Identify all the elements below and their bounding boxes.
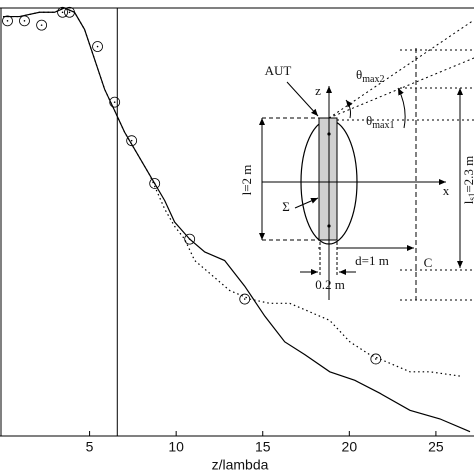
ls-rest: =2.3 m bbox=[461, 156, 474, 193]
data-point-center bbox=[68, 11, 71, 14]
inset-points bbox=[327, 132, 331, 228]
data-point-center bbox=[113, 101, 116, 103]
data-point bbox=[36, 19, 48, 31]
data-point-center bbox=[6, 20, 9, 22]
theta1-label: θmax1 bbox=[366, 113, 394, 131]
ls-sub: s1 bbox=[467, 193, 474, 201]
x-tick-label: 5 bbox=[86, 439, 94, 455]
theta2-label: θmax2 bbox=[356, 67, 384, 85]
z-label: z bbox=[315, 83, 321, 98]
sigma-label: Σ bbox=[282, 199, 290, 214]
theta2-sub: max2 bbox=[362, 74, 384, 85]
x-tick-label: 10 bbox=[168, 439, 184, 455]
l-label: l=2 m bbox=[239, 165, 254, 196]
x-label: x bbox=[443, 183, 450, 198]
data-point bbox=[2, 15, 13, 27]
data-point bbox=[239, 293, 251, 305]
data-point bbox=[92, 41, 103, 52]
theta1-symbol: θ bbox=[366, 113, 372, 128]
data-point-center bbox=[375, 358, 377, 360]
d-label: d=1 m bbox=[355, 253, 389, 268]
data-point bbox=[64, 6, 75, 18]
ls-label: ls1=2.3 m bbox=[461, 156, 474, 205]
data-point-center bbox=[23, 20, 26, 22]
data-point bbox=[19, 15, 30, 27]
dotted-line bbox=[3, 7, 461, 377]
data-point bbox=[57, 6, 68, 18]
data-point-center bbox=[243, 298, 246, 300]
data-point bbox=[370, 353, 382, 365]
theta2-symbol: θ bbox=[356, 67, 362, 82]
c-label: C bbox=[424, 255, 433, 270]
x-axis-label: z/lambda bbox=[212, 457, 269, 473]
ls-symbol: l bbox=[461, 200, 474, 204]
data-point-center bbox=[40, 24, 43, 26]
data-point-center bbox=[130, 139, 133, 142]
data-point bbox=[126, 135, 138, 147]
theta1-sub: max1 bbox=[372, 120, 394, 131]
data-point-center bbox=[153, 182, 156, 185]
solid-line bbox=[3, 7, 471, 433]
x-tick-label: 20 bbox=[342, 439, 358, 455]
data-point bbox=[109, 96, 121, 108]
frame bbox=[0, 7, 474, 437]
data-point-center bbox=[61, 11, 64, 14]
data-point-center bbox=[188, 238, 191, 240]
inset-diagram bbox=[259, 19, 474, 301]
width-label: 0.2 m bbox=[315, 277, 345, 292]
x-tick-label: 15 bbox=[255, 439, 271, 455]
data-point bbox=[184, 233, 196, 245]
data-point bbox=[149, 178, 161, 189]
data-point-center bbox=[96, 45, 99, 48]
x-tick-label: 25 bbox=[428, 439, 444, 455]
aut-label: AUT bbox=[265, 63, 292, 78]
